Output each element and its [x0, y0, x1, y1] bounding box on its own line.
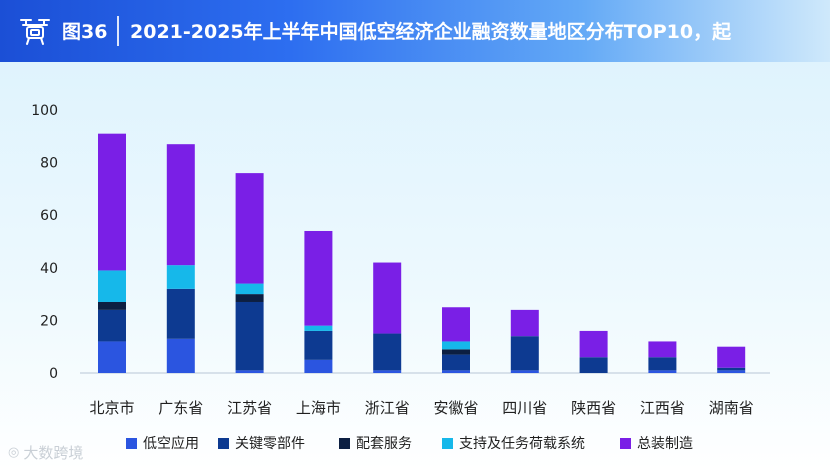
y-tick-label: 80: [40, 156, 58, 172]
x-tick-label: 上海市: [296, 399, 341, 417]
bar-segment: [166, 144, 195, 266]
bar-segment: [579, 330, 608, 358]
bar-segment: [235, 173, 264, 284]
bar-stack-3: [235, 173, 264, 373]
legend-item-low-altitude-application: 低空应用: [126, 433, 199, 453]
x-tick-label: 安徽省: [433, 399, 478, 417]
bar-segment: [717, 346, 746, 368]
brand-logo-icon: ◎: [8, 445, 20, 460]
bar-segment: [235, 283, 264, 295]
bar-segment: [373, 370, 402, 373]
bar-segment: [98, 301, 126, 310]
legend-item-mission-payload-systems: 支持及任务荷载系统: [442, 433, 585, 453]
legend-label: 总装制造: [637, 436, 693, 452]
x-tick-label: 陕西省: [571, 399, 616, 417]
x-tick-label: 江苏省: [227, 399, 272, 417]
y-tick-label: 40: [40, 261, 58, 277]
legend-item-key-components: 关键零部件: [218, 433, 305, 453]
bar-segment: [166, 338, 195, 373]
bar-segment: [717, 370, 746, 373]
bar-segment: [166, 265, 195, 289]
watermark: ◎ 大数跨境: [8, 442, 83, 463]
bar-segment: [373, 333, 402, 371]
legend-swatch: [126, 437, 137, 449]
legend-swatch: [442, 437, 453, 449]
bar-segment: [235, 301, 264, 371]
bar-segment: [717, 367, 746, 371]
bar-segment: [98, 309, 126, 342]
bar-segment: [98, 270, 126, 302]
bar-stack-7: [510, 309, 539, 373]
bar-stack-10: [717, 346, 746, 373]
x-tick-label: 北京市: [89, 399, 134, 417]
legend-label: 配套服务: [356, 436, 412, 452]
bar-segment: [442, 307, 470, 342]
bar-segment: [442, 341, 470, 350]
legend: 低空应用 关键零部件 配套服务 支持及任务荷载系统 总装制造: [0, 433, 830, 457]
figure-number: 图36: [62, 21, 108, 43]
legend-label: 支持及任务荷载系统: [459, 436, 585, 452]
y-tick-label: 100: [31, 103, 58, 119]
bar-segment: [442, 354, 470, 371]
bar-segment: [304, 359, 333, 373]
bar-segment: [648, 370, 677, 373]
bar-stack-8: [579, 330, 608, 373]
bar-stack-4: [304, 230, 333, 373]
bar-segment: [373, 262, 402, 334]
bar-segment: [510, 336, 539, 371]
legend-label: 关键零部件: [235, 436, 305, 452]
x-tick-label: 浙江省: [365, 399, 410, 417]
bar-segment: [304, 325, 333, 331]
y-tick-label: 60: [40, 208, 58, 224]
bar-segment: [304, 230, 333, 326]
chart-panel: [0, 62, 830, 470]
bar-segment: [648, 357, 677, 371]
legend-swatch: [339, 437, 350, 449]
x-tick-label: 四川省: [502, 399, 547, 417]
bar-stack-6: [442, 307, 470, 373]
x-tick-label: 广东省: [158, 399, 203, 417]
bar-segment: [442, 370, 470, 373]
bar-segment: [166, 288, 195, 339]
bars-group: [98, 133, 746, 373]
drone-icon: [20, 19, 50, 45]
bar-stack-1: [98, 133, 126, 373]
legend-item-final-assembly: 总装制造: [620, 433, 693, 453]
legend-swatch: [218, 437, 229, 449]
legend-swatch: [620, 437, 631, 449]
bar-segment: [648, 341, 677, 358]
bar-segment: [442, 349, 470, 355]
x-tick-label: 湖南省: [709, 399, 754, 417]
bar-segment: [510, 370, 539, 373]
header-divider: [117, 16, 119, 46]
bar-segment: [579, 357, 608, 373]
bar-segment: [98, 341, 126, 373]
bar-stack-2: [166, 144, 195, 373]
legend-item-supporting-services: 配套服务: [339, 433, 412, 453]
y-tick-label: 0: [49, 366, 58, 382]
bar-segment: [235, 370, 264, 373]
bar-stack-5: [373, 262, 402, 373]
x-tick-label: 江西省: [640, 399, 685, 417]
legend-label: 低空应用: [143, 436, 199, 452]
figure-header: 图36 2021-2025年上半年中国低空经济企业融资数量地区分布TOP10，起: [0, 0, 830, 62]
bar-stack-9: [648, 341, 677, 373]
bar-segment: [510, 309, 539, 337]
bar-segment: [304, 330, 333, 360]
bar-segment: [235, 294, 264, 302]
watermark-text: 大数跨境: [23, 444, 84, 462]
y-axis: 0 20 40 60 80 100: [31, 103, 58, 382]
bar-segment: [98, 133, 126, 271]
chart-title: 2021-2025年上半年中国低空经济企业融资数量地区分布TOP10，起: [130, 21, 732, 43]
y-tick-label: 20: [40, 313, 58, 329]
x-axis: 北京市 广东省 江苏省 上海市 浙江省 安徽省 四川省 陕西省 江西省 湖南省: [80, 372, 770, 417]
